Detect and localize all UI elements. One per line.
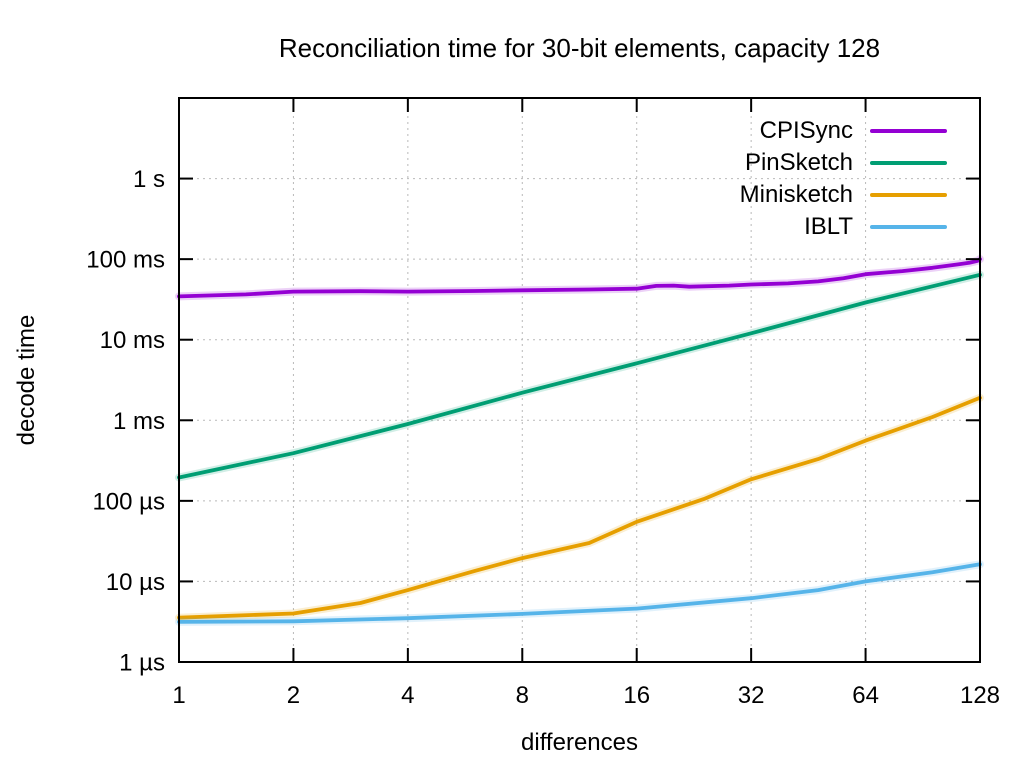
legend-line-sample bbox=[870, 129, 947, 133]
series-line-pinsketch bbox=[177, 272, 982, 480]
y-tick-label: 100 µs bbox=[92, 488, 165, 515]
x-tick-label: 16 bbox=[623, 682, 650, 709]
x-tick-label: 4 bbox=[401, 682, 414, 709]
y-tick-label: 10 ms bbox=[100, 327, 165, 354]
legend-line-sample bbox=[870, 225, 947, 229]
x-tick-label: 64 bbox=[852, 682, 879, 709]
series-line-cpisync bbox=[177, 257, 982, 299]
legend-line-sample bbox=[870, 161, 947, 165]
x-tick-label: 2 bbox=[287, 682, 300, 709]
legend-label: IBLT bbox=[804, 213, 853, 240]
y-tick-label: 1 s bbox=[133, 166, 165, 193]
legend-label: Minisketch bbox=[739, 181, 853, 208]
legend-label: CPISync bbox=[759, 117, 853, 144]
x-axis-label: differences bbox=[521, 729, 638, 756]
y-axis-label: decode time bbox=[13, 314, 40, 446]
legend: CPISync PinSketch Minisketch IBLT bbox=[740, 115, 947, 243]
legend-item: PinSketch bbox=[740, 147, 947, 179]
legend-item: IBLT bbox=[740, 211, 947, 243]
legend-line-sample bbox=[870, 193, 947, 197]
legend-item: CPISync bbox=[740, 115, 947, 147]
plot-frame bbox=[178, 97, 981, 663]
series-line-iblt bbox=[177, 562, 982, 624]
y-tick-label: 100 ms bbox=[86, 247, 165, 274]
legend-label: PinSketch bbox=[744, 149, 853, 176]
x-tick-label: 8 bbox=[516, 682, 529, 709]
x-tick-label: 32 bbox=[738, 682, 765, 709]
legend-item: Minisketch bbox=[740, 179, 947, 211]
x-tick-label: 1 bbox=[172, 682, 185, 709]
y-tick-label: 10 µs bbox=[106, 569, 165, 596]
y-tick-label: 1 µs bbox=[119, 650, 165, 677]
series-line-minisketch bbox=[177, 395, 982, 620]
y-tick-label: 1 ms bbox=[113, 408, 165, 435]
x-tick-label: 128 bbox=[960, 682, 1000, 709]
chart-title: Reconciliation time for 30-bit elements,… bbox=[278, 33, 881, 63]
